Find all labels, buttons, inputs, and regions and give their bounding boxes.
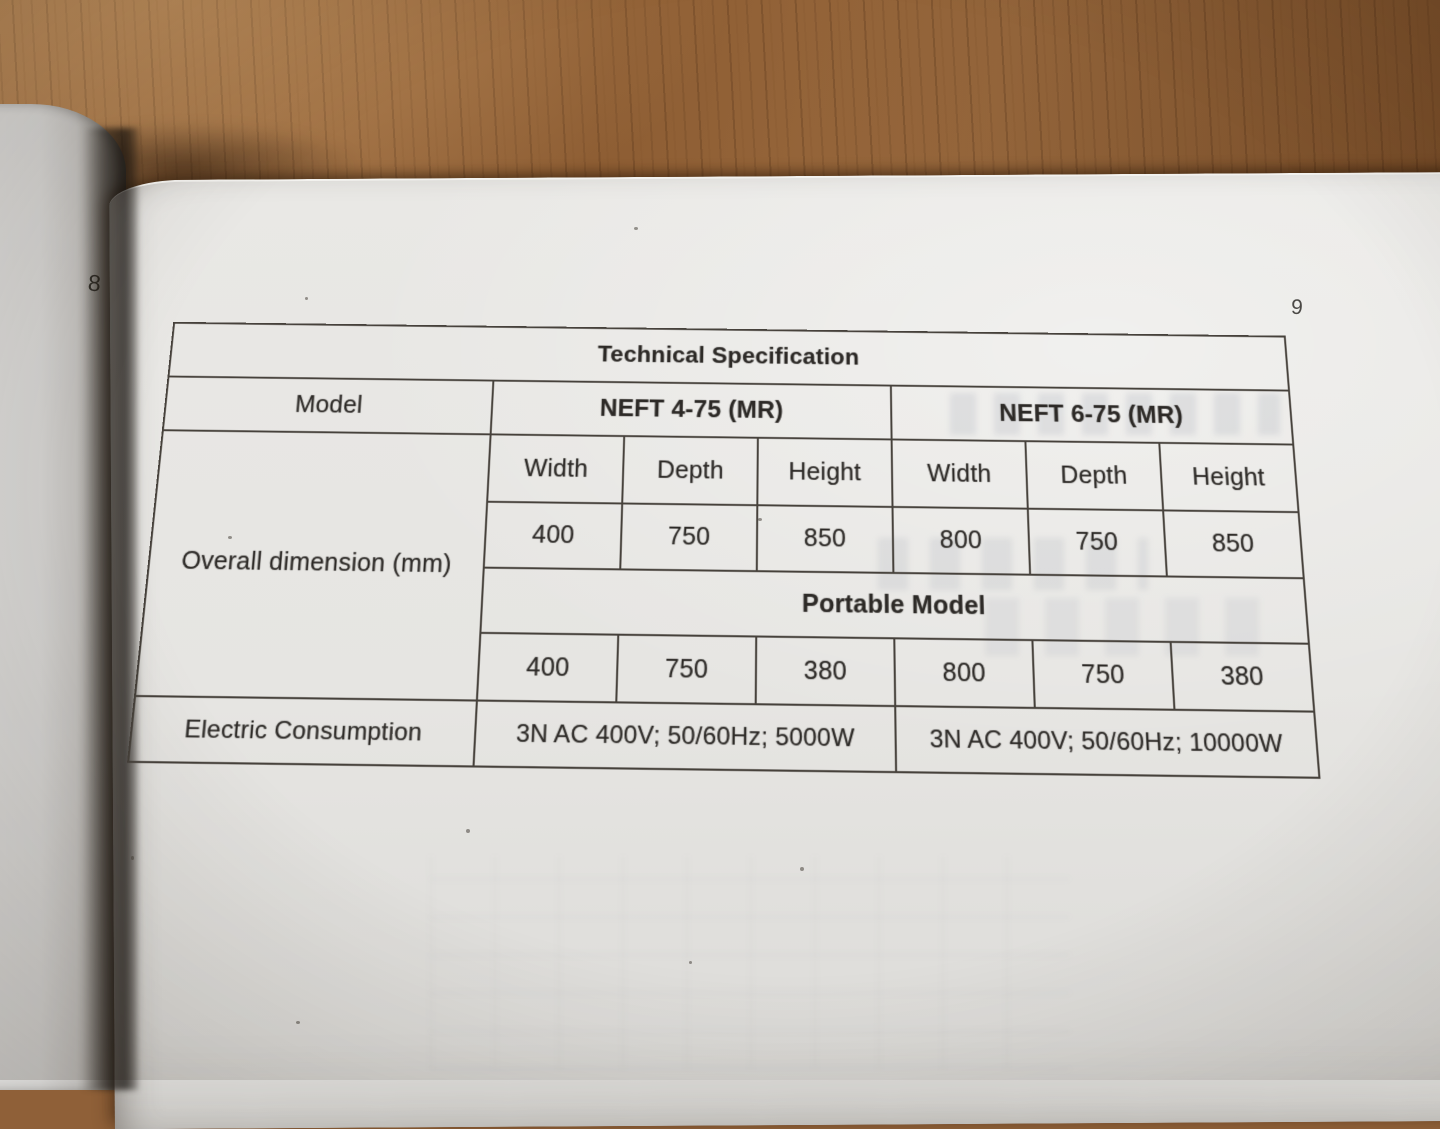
standard-value-cell: 750 (620, 504, 757, 571)
standard-value-cell: 400 (484, 502, 622, 569)
paper-speck (800, 867, 804, 871)
paper-speck (296, 1021, 300, 1024)
paper-speck (689, 961, 692, 964)
standard-value-cell: 800 (893, 507, 1031, 574)
right-page-number: 9 (1290, 296, 1303, 321)
paper-speck (131, 856, 134, 860)
dim-header-width-2: Width (892, 439, 1028, 509)
electric-value-cell-1: 3N AC 400V; 50/60Hz; 5000W (474, 701, 897, 772)
standard-value-cell: 850 (757, 506, 894, 573)
technical-specification-table: Technical Specification Model NEFT 4-75 … (127, 322, 1321, 779)
standard-value-cell: 750 (1028, 509, 1167, 576)
portable-value-cell: 400 (477, 633, 618, 703)
model-label-cell: Model (163, 377, 493, 434)
portable-value-cell: 800 (894, 638, 1035, 708)
model-name-cell-1: NEFT 4-75 (MR) (491, 381, 892, 439)
paper-speck (305, 297, 308, 300)
portable-value-cell: 750 (616, 634, 756, 704)
model-name-cell-2: NEFT 6-75 (MR) (891, 386, 1293, 444)
dim-header-height-2: Height (1159, 442, 1298, 512)
dim-header-width-1: Width (487, 434, 624, 504)
dim-header-depth-2: Depth (1025, 441, 1163, 511)
spec-table-wrap: Technical Specification Model NEFT 4-75 … (127, 322, 1319, 783)
portable-model-cell: Portable Model (480, 568, 1309, 644)
paper-speck (228, 536, 232, 539)
paper-speck (758, 518, 762, 521)
portable-value-cell: 750 (1032, 640, 1174, 710)
overall-dimension-label-cell: Overall dimension (mm) (135, 430, 491, 701)
dim-header-height-1: Height (757, 437, 892, 507)
portable-value-cell: 380 (1171, 642, 1315, 712)
paper-speck (466, 829, 470, 833)
book-spine-shadow (82, 128, 138, 1090)
paper-speck (634, 227, 638, 230)
standard-value-cell: 850 (1163, 511, 1304, 579)
portable-value-cell: 380 (756, 636, 896, 706)
electric-value-cell-2: 3N AC 400V; 50/60Hz; 10000W (895, 707, 1319, 778)
electric-consumption-label-cell: Electric Consumption (128, 696, 477, 766)
dim-header-depth-1: Depth (622, 436, 758, 506)
